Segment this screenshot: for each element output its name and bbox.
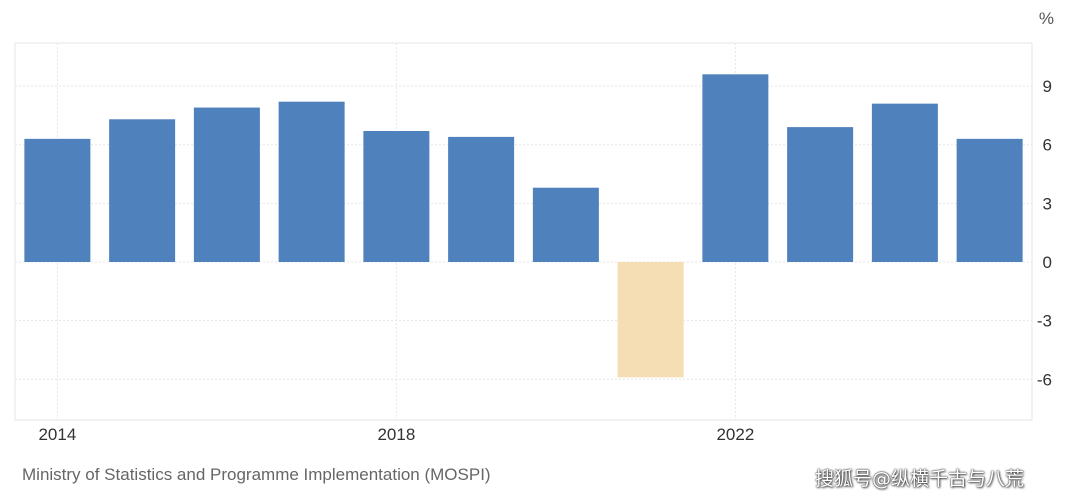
bar-2021 [617,262,684,378]
bar-2025 [956,138,1023,262]
y-tick-label: -3 [1037,312,1052,331]
x-tick-label: 2022 [716,425,754,444]
bar-2018 [363,131,430,262]
bar-2015 [109,119,176,262]
bar-2014 [24,138,91,262]
bar-2016 [193,107,260,263]
bar-2017 [278,101,345,262]
bar-2019 [448,136,515,262]
bar-2023 [787,127,854,262]
bar-2022 [702,74,769,262]
watermark: 搜狐号@纵横千古与八荒 [815,468,1025,490]
source-label: Ministry of Statistics and Programme Imp… [22,465,491,484]
bar-2024 [871,103,938,263]
bar-chart: 9 6 3 0 -3 -6% 2014 2018 2022 [14,9,1054,444]
x-tick-label: 2014 [38,425,76,444]
plot-border [14,42,1033,421]
bar-2020 [532,187,599,262]
y-tick-label: 6 [1043,136,1052,155]
y-tick-label: 0 [1043,253,1052,272]
y-tick-label: 3 [1043,194,1052,213]
unit-label: % [1039,9,1054,28]
y-tick-label: 9 [1043,77,1052,96]
y-tick-label: -6 [1037,370,1052,389]
x-tick-label: 2018 [377,425,415,444]
